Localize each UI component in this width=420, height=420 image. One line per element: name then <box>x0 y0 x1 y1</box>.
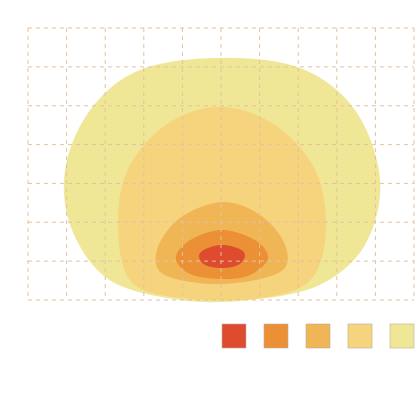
legend-swatch <box>389 323 415 349</box>
legend-swatch <box>305 323 331 349</box>
contour-region <box>198 244 245 269</box>
legend-swatch <box>347 323 373 349</box>
legend-swatch <box>263 323 289 349</box>
legend-swatch <box>221 323 247 349</box>
